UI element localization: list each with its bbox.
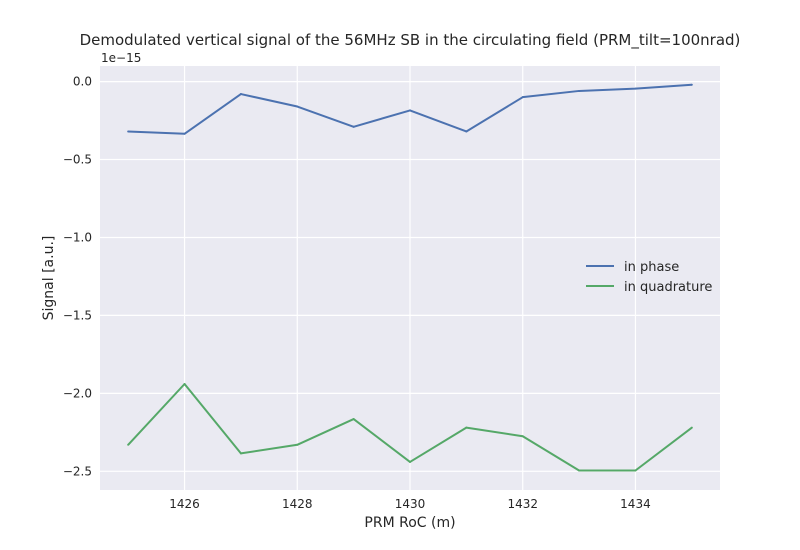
x-tick-label-1430: 1430 (395, 497, 426, 511)
data-point-in-quadrature-1431 (465, 426, 468, 429)
y-tick-label-5: −2.5 (63, 464, 92, 478)
data-point-in-quadrature-1428 (296, 443, 299, 446)
data-point-in-phase-1429 (352, 125, 355, 128)
data-point-in-phase-1428 (296, 105, 299, 108)
y-tick-label-4: −2.0 (63, 386, 92, 400)
chart-title: Demodulated vertical signal of the 56MHz… (80, 31, 741, 50)
series-group (127, 83, 693, 472)
y-tick-label-2: −1.0 (63, 230, 92, 244)
data-point-in-quadrature-1435 (690, 426, 693, 429)
data-point-in-phase-1434 (634, 87, 637, 90)
x-tick-label-1426: 1426 (169, 497, 200, 511)
data-point-in-quadrature-1427 (239, 452, 242, 455)
data-point-in-quadrature-1426 (183, 383, 186, 385)
data-point-in-phase-1425 (127, 130, 130, 133)
data-point-in-quadrature-1429 (352, 418, 355, 421)
data-point-in-quadrature-1434 (634, 469, 637, 472)
data-point-in-phase-1435 (690, 83, 693, 86)
data-point-in-quadrature-1432 (521, 435, 524, 438)
x-tick-label-1432: 1432 (507, 497, 538, 511)
y-tick-label-3: −1.5 (63, 308, 92, 322)
y-tick-label-1: −0.5 (63, 153, 92, 167)
legend-label-in-phase: in phase (624, 260, 679, 275)
data-point-in-quadrature-1433 (578, 469, 581, 472)
y-axis-label: Signal [a.u.] (41, 236, 57, 321)
x-tick-label-1434: 1434 (620, 497, 651, 511)
y-offset-label: 1e−15 (101, 51, 141, 65)
data-point-in-quadrature-1430 (409, 460, 411, 463)
data-point-in-phase-1427 (239, 93, 242, 96)
legend: in phase in quadrature (586, 260, 712, 295)
y-axis-ticks: 0.0 −0.5 −1.0 −1.5 −2.0 −2.5 (63, 75, 92, 479)
data-point-in-phase-1426 (183, 132, 186, 135)
data-point-in-quadrature-1425 (127, 443, 130, 446)
y-tick-label-0: 0.0 (73, 75, 92, 89)
x-axis-ticks: 1426 1428 1430 1432 1434 (169, 497, 650, 511)
legend-label-in-quadrature: in quadrature (624, 280, 712, 295)
data-point-in-phase-1433 (578, 89, 581, 92)
x-axis-label: PRM RoC (m) (364, 515, 455, 531)
x-tick-label-1428: 1428 (282, 497, 313, 511)
data-point-in-phase-1431 (465, 130, 468, 133)
data-point-in-phase-1430 (409, 109, 411, 112)
data-point-in-phase-1432 (521, 96, 524, 99)
